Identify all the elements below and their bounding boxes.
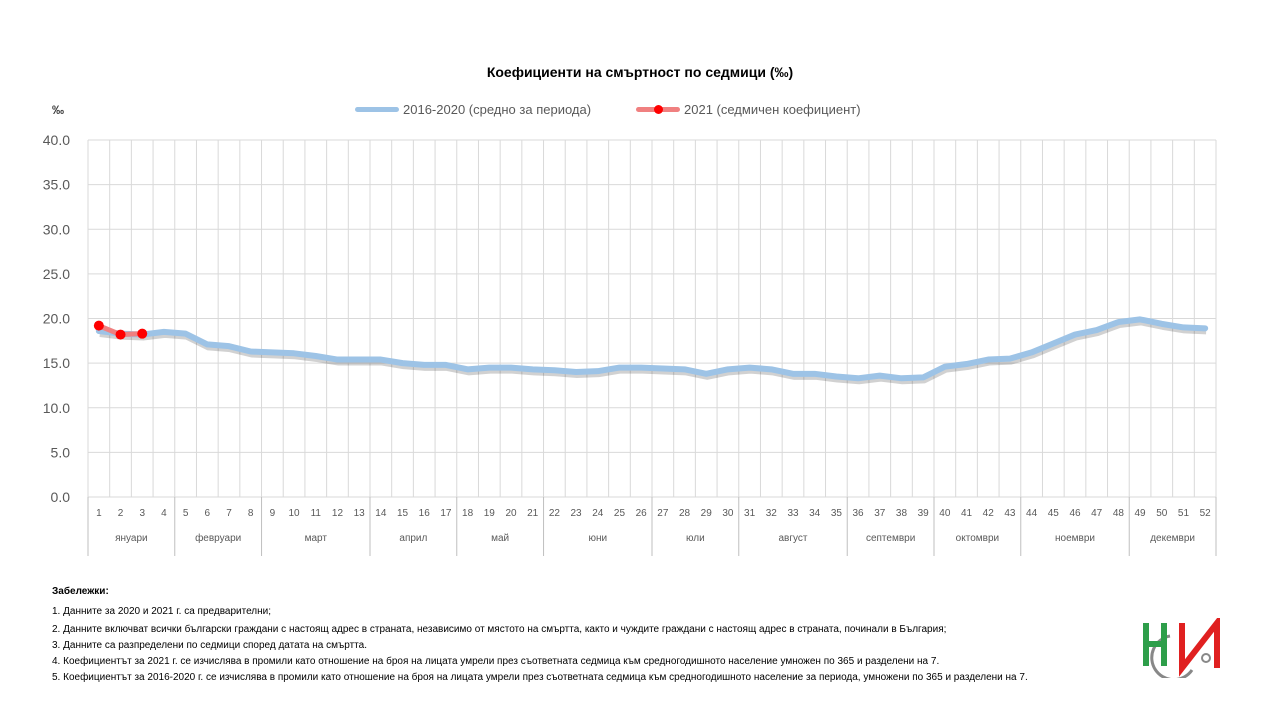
month-label: юли xyxy=(686,533,705,544)
x-tick-label: 9 xyxy=(270,508,276,519)
x-tick-label: 5 xyxy=(183,508,189,519)
notes-heading: Забележки: xyxy=(52,586,109,597)
x-tick-label: 24 xyxy=(592,508,604,519)
x-tick-label: 10 xyxy=(289,508,301,519)
month-label: юни xyxy=(588,533,607,544)
x-tick-label: 36 xyxy=(853,508,865,519)
x-tick-label: 43 xyxy=(1004,508,1016,519)
chart-title: Коефициенти на смъртност по седмици (‰) xyxy=(486,64,794,80)
x-tick-label: 21 xyxy=(527,508,539,519)
x-tick-label: 39 xyxy=(918,508,930,519)
x-tick-label: 26 xyxy=(636,508,648,519)
x-tick-label: 28 xyxy=(679,508,691,519)
data-point-2021 xyxy=(115,329,126,340)
x-tick-label: 8 xyxy=(248,508,254,519)
x-tick-label: 40 xyxy=(939,508,951,519)
month-label: октомври xyxy=(956,533,999,544)
x-tick-label: 46 xyxy=(1069,508,1081,519)
y-tick-label: 20.0 xyxy=(43,311,70,327)
series-line-2016-2020 xyxy=(95,316,1209,382)
x-tick-label: 37 xyxy=(874,508,886,519)
month-label: декември xyxy=(1150,533,1195,544)
note-item: 4. Коефициентът за 2021 г. се изчислява … xyxy=(52,656,940,667)
x-tick-label: 22 xyxy=(549,508,561,519)
x-tick-label: 48 xyxy=(1113,508,1125,519)
x-tick-label: 51 xyxy=(1178,508,1190,519)
month-label: май xyxy=(491,533,509,544)
x-tick-label: 38 xyxy=(896,508,908,519)
data-point-2021 xyxy=(93,320,104,331)
x-tick-label: 25 xyxy=(614,508,626,519)
month-label: август xyxy=(779,533,808,544)
line-chart: 0.05.010.015.020.025.030.035.040.01 2 3 4 5 6… xyxy=(43,132,1217,556)
month-label: март xyxy=(305,533,328,544)
data-point-2021 xyxy=(137,328,148,339)
y-tick-label: 40.0 xyxy=(43,132,70,148)
x-tick-label: 15 xyxy=(397,508,409,519)
legend-item-2016-2020: 2016-2020 (средно за периода) xyxy=(355,102,591,117)
legend-swatch-blue xyxy=(355,107,399,112)
x-tick-label: 29 xyxy=(701,508,713,519)
x-tick-label: 49 xyxy=(1135,508,1147,519)
x-tick-label: 11 xyxy=(311,508,322,519)
x-tick-label: 17 xyxy=(440,508,452,519)
month-label: април xyxy=(399,533,427,544)
note-item: 1. Данните за 2020 и 2021 г. са предвари… xyxy=(52,606,272,617)
x-tick-label: 44 xyxy=(1026,508,1038,519)
note-item: 5. Коефициентът за 2016-2020 г. се изчис… xyxy=(52,672,1028,683)
x-tick-label: 2 xyxy=(118,508,124,519)
x-tick-label: 52 xyxy=(1200,508,1212,519)
y-tick-label: 35.0 xyxy=(43,177,70,193)
x-tick-label: 18 xyxy=(462,508,474,519)
x-tick-label: 41 xyxy=(961,508,973,519)
x-tick-label: 47 xyxy=(1091,508,1103,519)
y-tick-label: 10.0 xyxy=(43,400,70,416)
nsi-logo xyxy=(1143,618,1220,678)
x-tick-label: 23 xyxy=(571,508,583,519)
x-tick-label: 12 xyxy=(332,508,344,519)
y-tick-label: 25.0 xyxy=(43,266,70,282)
month-label: януари xyxy=(115,533,148,544)
y-tick-label: 0.0 xyxy=(51,489,71,505)
x-tick-label: 31 xyxy=(744,508,756,519)
x-tick-label: 42 xyxy=(983,508,995,519)
y-tick-label: 15.0 xyxy=(43,355,70,371)
x-tick-label: 1 xyxy=(96,508,102,519)
y-tick-label: 5.0 xyxy=(51,444,71,460)
x-tick-label: 7 xyxy=(226,508,232,519)
x-tick-label: 45 xyxy=(1048,508,1060,519)
x-tick-label: 19 xyxy=(484,508,496,519)
x-tick-label: 20 xyxy=(505,508,517,519)
legend-label: 2021 (седмичен коефициент) xyxy=(684,102,861,117)
y-axis-unit: ‰ xyxy=(52,103,64,117)
notes: Забележки: 1. Данните за 2020 и 2021 г. … xyxy=(52,584,1028,686)
x-tick-label: 14 xyxy=(375,508,387,519)
month-label: септември xyxy=(866,533,915,544)
x-tick-label: 4 xyxy=(161,508,167,519)
month-label: ноември xyxy=(1055,533,1095,544)
x-tick-label: 50 xyxy=(1156,508,1168,519)
y-tick-label: 30.0 xyxy=(43,221,70,237)
x-tick-label: 34 xyxy=(809,508,821,519)
legend-item-2021: 2021 (седмичен коефициент) xyxy=(636,102,861,117)
x-tick-label: 35 xyxy=(831,508,843,519)
x-tick-label: 32 xyxy=(766,508,778,519)
x-tick-label: 27 xyxy=(657,508,669,519)
x-tick-label: 13 xyxy=(354,508,366,519)
x-tick-label: 30 xyxy=(722,508,734,519)
month-label: февруари xyxy=(195,532,241,544)
legend-swatch-red xyxy=(636,104,680,114)
x-tick-label: 3 xyxy=(139,508,145,519)
note-item: 2. Данните включват всички български гра… xyxy=(52,624,947,635)
x-tick-label: 33 xyxy=(787,508,799,519)
x-tick-label: 16 xyxy=(419,508,431,519)
note-item: 3. Данните са разпределени по седмици сп… xyxy=(52,640,367,651)
legend-label: 2016-2020 (средно за периода) xyxy=(403,102,592,117)
x-tick-label: 6 xyxy=(205,508,211,519)
